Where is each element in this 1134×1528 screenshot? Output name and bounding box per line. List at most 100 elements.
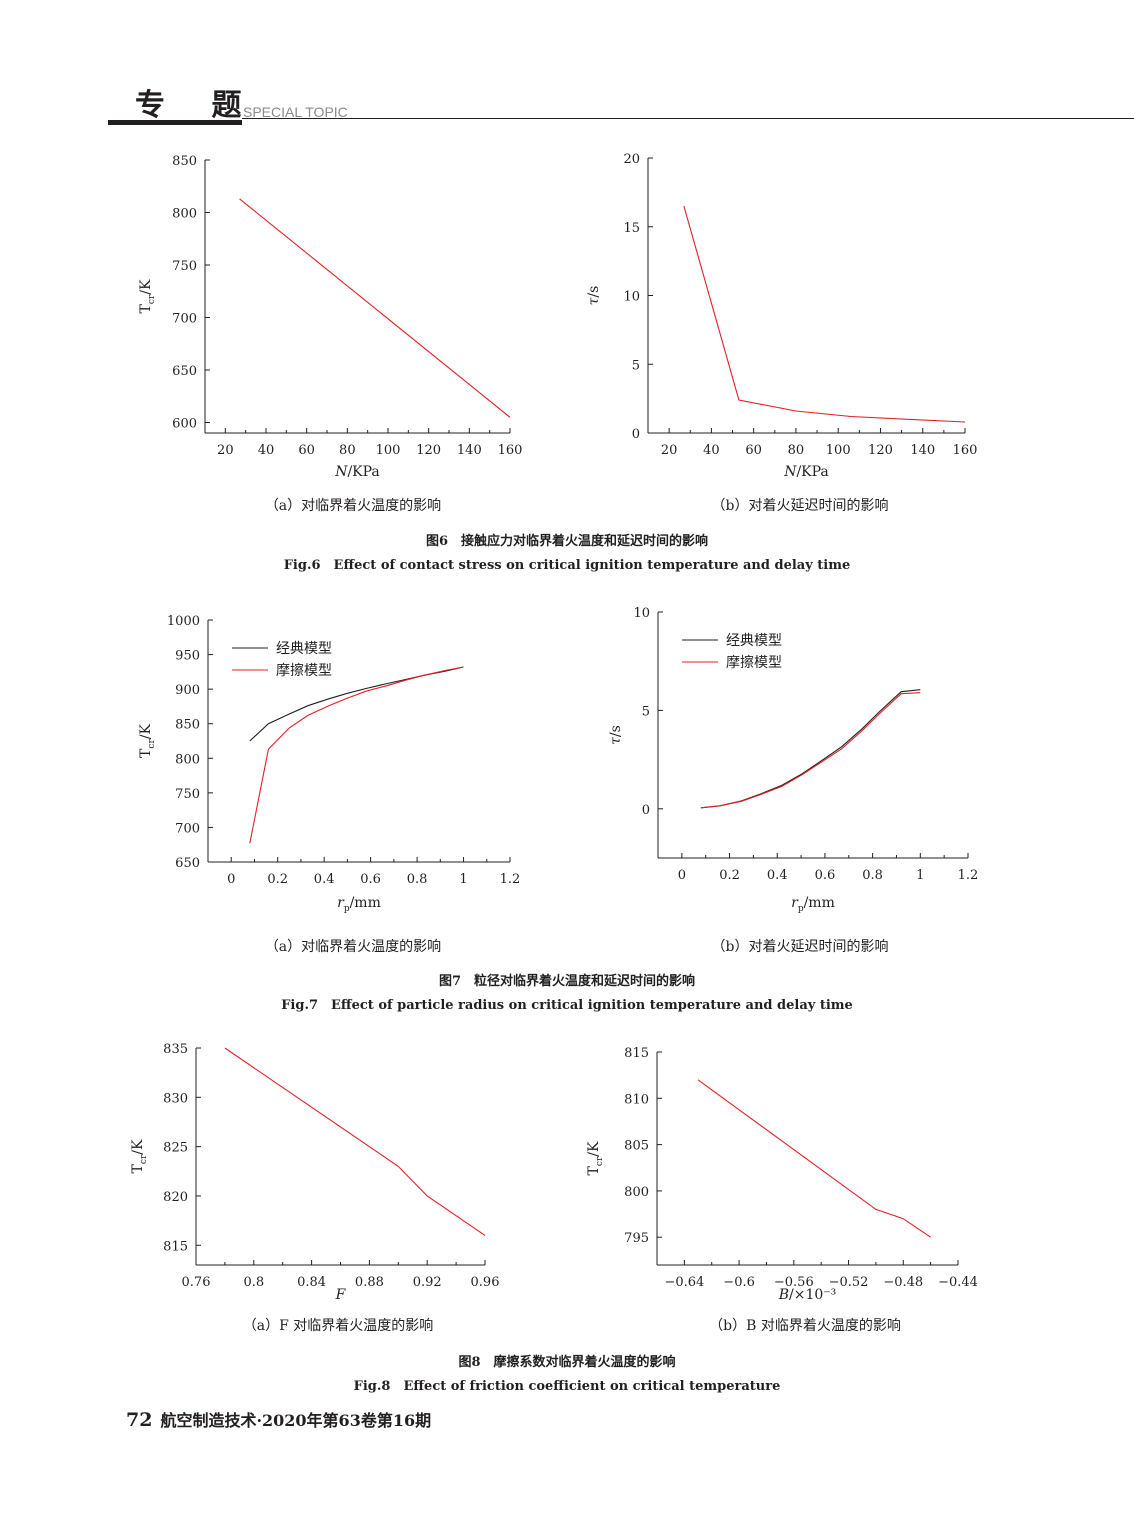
fig8b-x-tick-label: −0.56 [774, 1275, 814, 1290]
fig6b-y-tick-label: 10 [623, 290, 640, 305]
fig6b-x-tick-label: 80 [788, 443, 805, 458]
fig7a-y-tick-label: 1000 [167, 614, 200, 629]
section-title: 专 题 [135, 88, 260, 123]
page-number: 72 [126, 1409, 153, 1431]
fig7a-x-tick-label: 0.8 [407, 872, 428, 887]
fig7a-x-tick-label: 0 [227, 872, 235, 887]
fig8b-y-tick-label: 810 [624, 1092, 649, 1107]
fig6a-x-tick-label: 20 [217, 443, 234, 458]
fig8a-x-label: F [335, 1287, 347, 1303]
fig6a-y-tick-label: 700 [172, 312, 197, 327]
fig6a-x-label: N/KPa [334, 464, 380, 480]
fig8a-y-tick-label: 820 [163, 1190, 188, 1205]
fig6a-x-tick-label: 140 [457, 443, 482, 458]
fig7b-y-tick-label: 0 [642, 803, 650, 818]
fig8b-y-tick-label: 805 [624, 1139, 649, 1154]
fig7b-y-tick-label: 5 [642, 704, 650, 719]
fig6b-x-label: N/KPa [783, 464, 829, 480]
fig6a-y-tick-label: 850 [172, 154, 197, 169]
fig6a-y-tick-label: 750 [172, 259, 197, 274]
fig7a-chart: 650 700 750 800 850 900 950 1000 0 0.2 0.4 0.6 0.8 1 1… [138, 614, 520, 914]
fig6b-x-tick-label: 40 [703, 443, 720, 458]
fig6a-y-tick-label: 800 [172, 207, 197, 222]
fig7-caption-en: Fig.7 Effect of particle radius on criti… [281, 998, 853, 1013]
fig7-caption-cn: 图7 粒径对临界着火温度和延迟时间的影响 [438, 974, 696, 989]
fig6b-x-tick-label: 140 [910, 443, 935, 458]
fig7b-x-tick-label: 0 [678, 868, 686, 883]
fig7a-x-tick-label: 0.4 [314, 872, 335, 887]
fig7b-y-label: τ/s [608, 725, 624, 745]
fig6b-x-tick-label: 160 [953, 443, 978, 458]
fig7a-y-tick-label: 750 [175, 787, 200, 802]
fig6a-x-tick-label: 160 [498, 443, 523, 458]
fig7a-x-tick-label: 0.6 [360, 872, 381, 887]
fig7a-series-1-line [249, 666, 464, 844]
fig6a-y-tick-label: 650 [172, 364, 197, 379]
fig6b-x-tick-label: 100 [826, 443, 851, 458]
fig8b-subcaption: （b）B 对临界着火温度的影响 [709, 1318, 901, 1334]
fig7a-legend-label-1: 摩擦模型 [276, 662, 332, 679]
fig8b-y-tick-label: 795 [624, 1231, 649, 1246]
fig8a-y-tick-label: 835 [163, 1042, 188, 1057]
fig6b-series-0-line [683, 205, 966, 423]
fig6a-x-tick-label: 100 [376, 443, 401, 458]
fig8b-x-label: B/×10⁻³ [778, 1287, 837, 1303]
header-rule-thin [242, 118, 1134, 119]
fig8-caption-cn: 图8 摩擦系数对临界着火温度的影响 [458, 1355, 676, 1370]
fig6a-x-tick-label: 40 [258, 443, 275, 458]
fig8a-series-0-line [224, 1047, 486, 1236]
fig7a-legend-label-0: 经典模型 [276, 641, 332, 657]
fig8a-y-label: Tcr/K [130, 1139, 149, 1173]
fig8a-y-tick-label: 815 [163, 1239, 188, 1254]
fig6b-y-tick-label: 0 [632, 427, 640, 442]
fig7a-y-tick-label: 700 [175, 821, 200, 836]
fig8a-chart: 815 820 825 830 835 0.76 0.8 0.84 0.88 0.92 0.96 F T… [130, 1042, 499, 1303]
fig6-caption-en: Fig.6 Effect of contact stress on critic… [283, 558, 851, 573]
fig7b-x-tick-label: 0.4 [767, 868, 788, 883]
fig8b-x-tick-label: −0.64 [664, 1275, 704, 1290]
fig6b-y-tick-label: 20 [623, 152, 640, 167]
fig7b-series-1-line [700, 692, 921, 809]
fig8a-y-tick-label: 825 [163, 1141, 188, 1156]
fig8a-x-tick-label: 0.8 [243, 1275, 264, 1290]
fig7a-x-tick-label: 1.2 [500, 872, 521, 887]
fig6a-y-label: Tcr/K [138, 279, 157, 313]
fig7a-y-label: Tcr/K [138, 724, 157, 758]
fig6b-x-tick-label: 120 [868, 443, 893, 458]
fig7b-x-tick-label: 0.2 [719, 868, 740, 883]
fig7a-y-tick-label: 650 [175, 856, 200, 871]
fig6a-x-tick-label: 60 [298, 443, 315, 458]
journal-info: 航空制造技术·2020年第63卷第16期 [160, 1411, 432, 1430]
fig8a-subcaption: （a）F 对临界着火温度的影响 [242, 1318, 434, 1334]
fig6a-x-tick-label: 120 [416, 443, 441, 458]
fig7a-y-tick-label: 850 [175, 718, 200, 733]
fig7a-y-tick-label: 900 [175, 683, 200, 698]
page-footer: 72 航空制造技术·2020年第63卷第16期 [126, 1407, 431, 1431]
fig7a-x-tick-label: 1 [459, 872, 467, 887]
fig6a-y-tick-label: 600 [172, 417, 197, 432]
fig6a-chart: 600 650 700 750 800 850 20 40 60 80 100 120 140 160 N/… [138, 154, 522, 480]
fig7b-x-tick-label: 0.6 [815, 868, 836, 883]
fig8b-y-tick-label: 815 [624, 1046, 649, 1061]
fig8-caption-en: Fig.8 Effect of friction coefficient on … [353, 1379, 781, 1394]
fig8a-x-tick-label: 0.96 [471, 1275, 500, 1290]
fig8b-series-0-line [697, 1079, 931, 1238]
fig6b-y-tick-label: 15 [623, 221, 640, 236]
fig7b-x-tick-label: 0.8 [862, 868, 883, 883]
fig7a-subcaption: （a）对临界着火温度的影响 [264, 939, 442, 955]
fig8b-y-label: Tcr/K [586, 1141, 605, 1175]
fig7b-subcaption: （b）对着火延迟时间的影响 [711, 939, 889, 955]
fig6b-subcaption: （b）对着火延迟时间的影响 [711, 498, 889, 514]
fig7a-y-tick-label: 800 [175, 752, 200, 767]
fig7b-x-tick-label: 1.2 [958, 868, 979, 883]
fig7b-x-tick-label: 1 [916, 868, 924, 883]
fig6b-chart: 0 5 10 15 20 20 40 60 80 100 120 140 160 N/KPa τ/s [586, 152, 977, 480]
fig8b-x-tick-label: −0.44 [938, 1275, 978, 1290]
fig7b-legend-label-1: 摩擦模型 [726, 654, 782, 671]
fig8a-y-tick-label: 830 [163, 1091, 188, 1106]
header-rule-thick [108, 120, 242, 125]
fig7b-series-0-line [700, 689, 921, 809]
fig7b-legend-label-0: 经典模型 [726, 633, 782, 649]
